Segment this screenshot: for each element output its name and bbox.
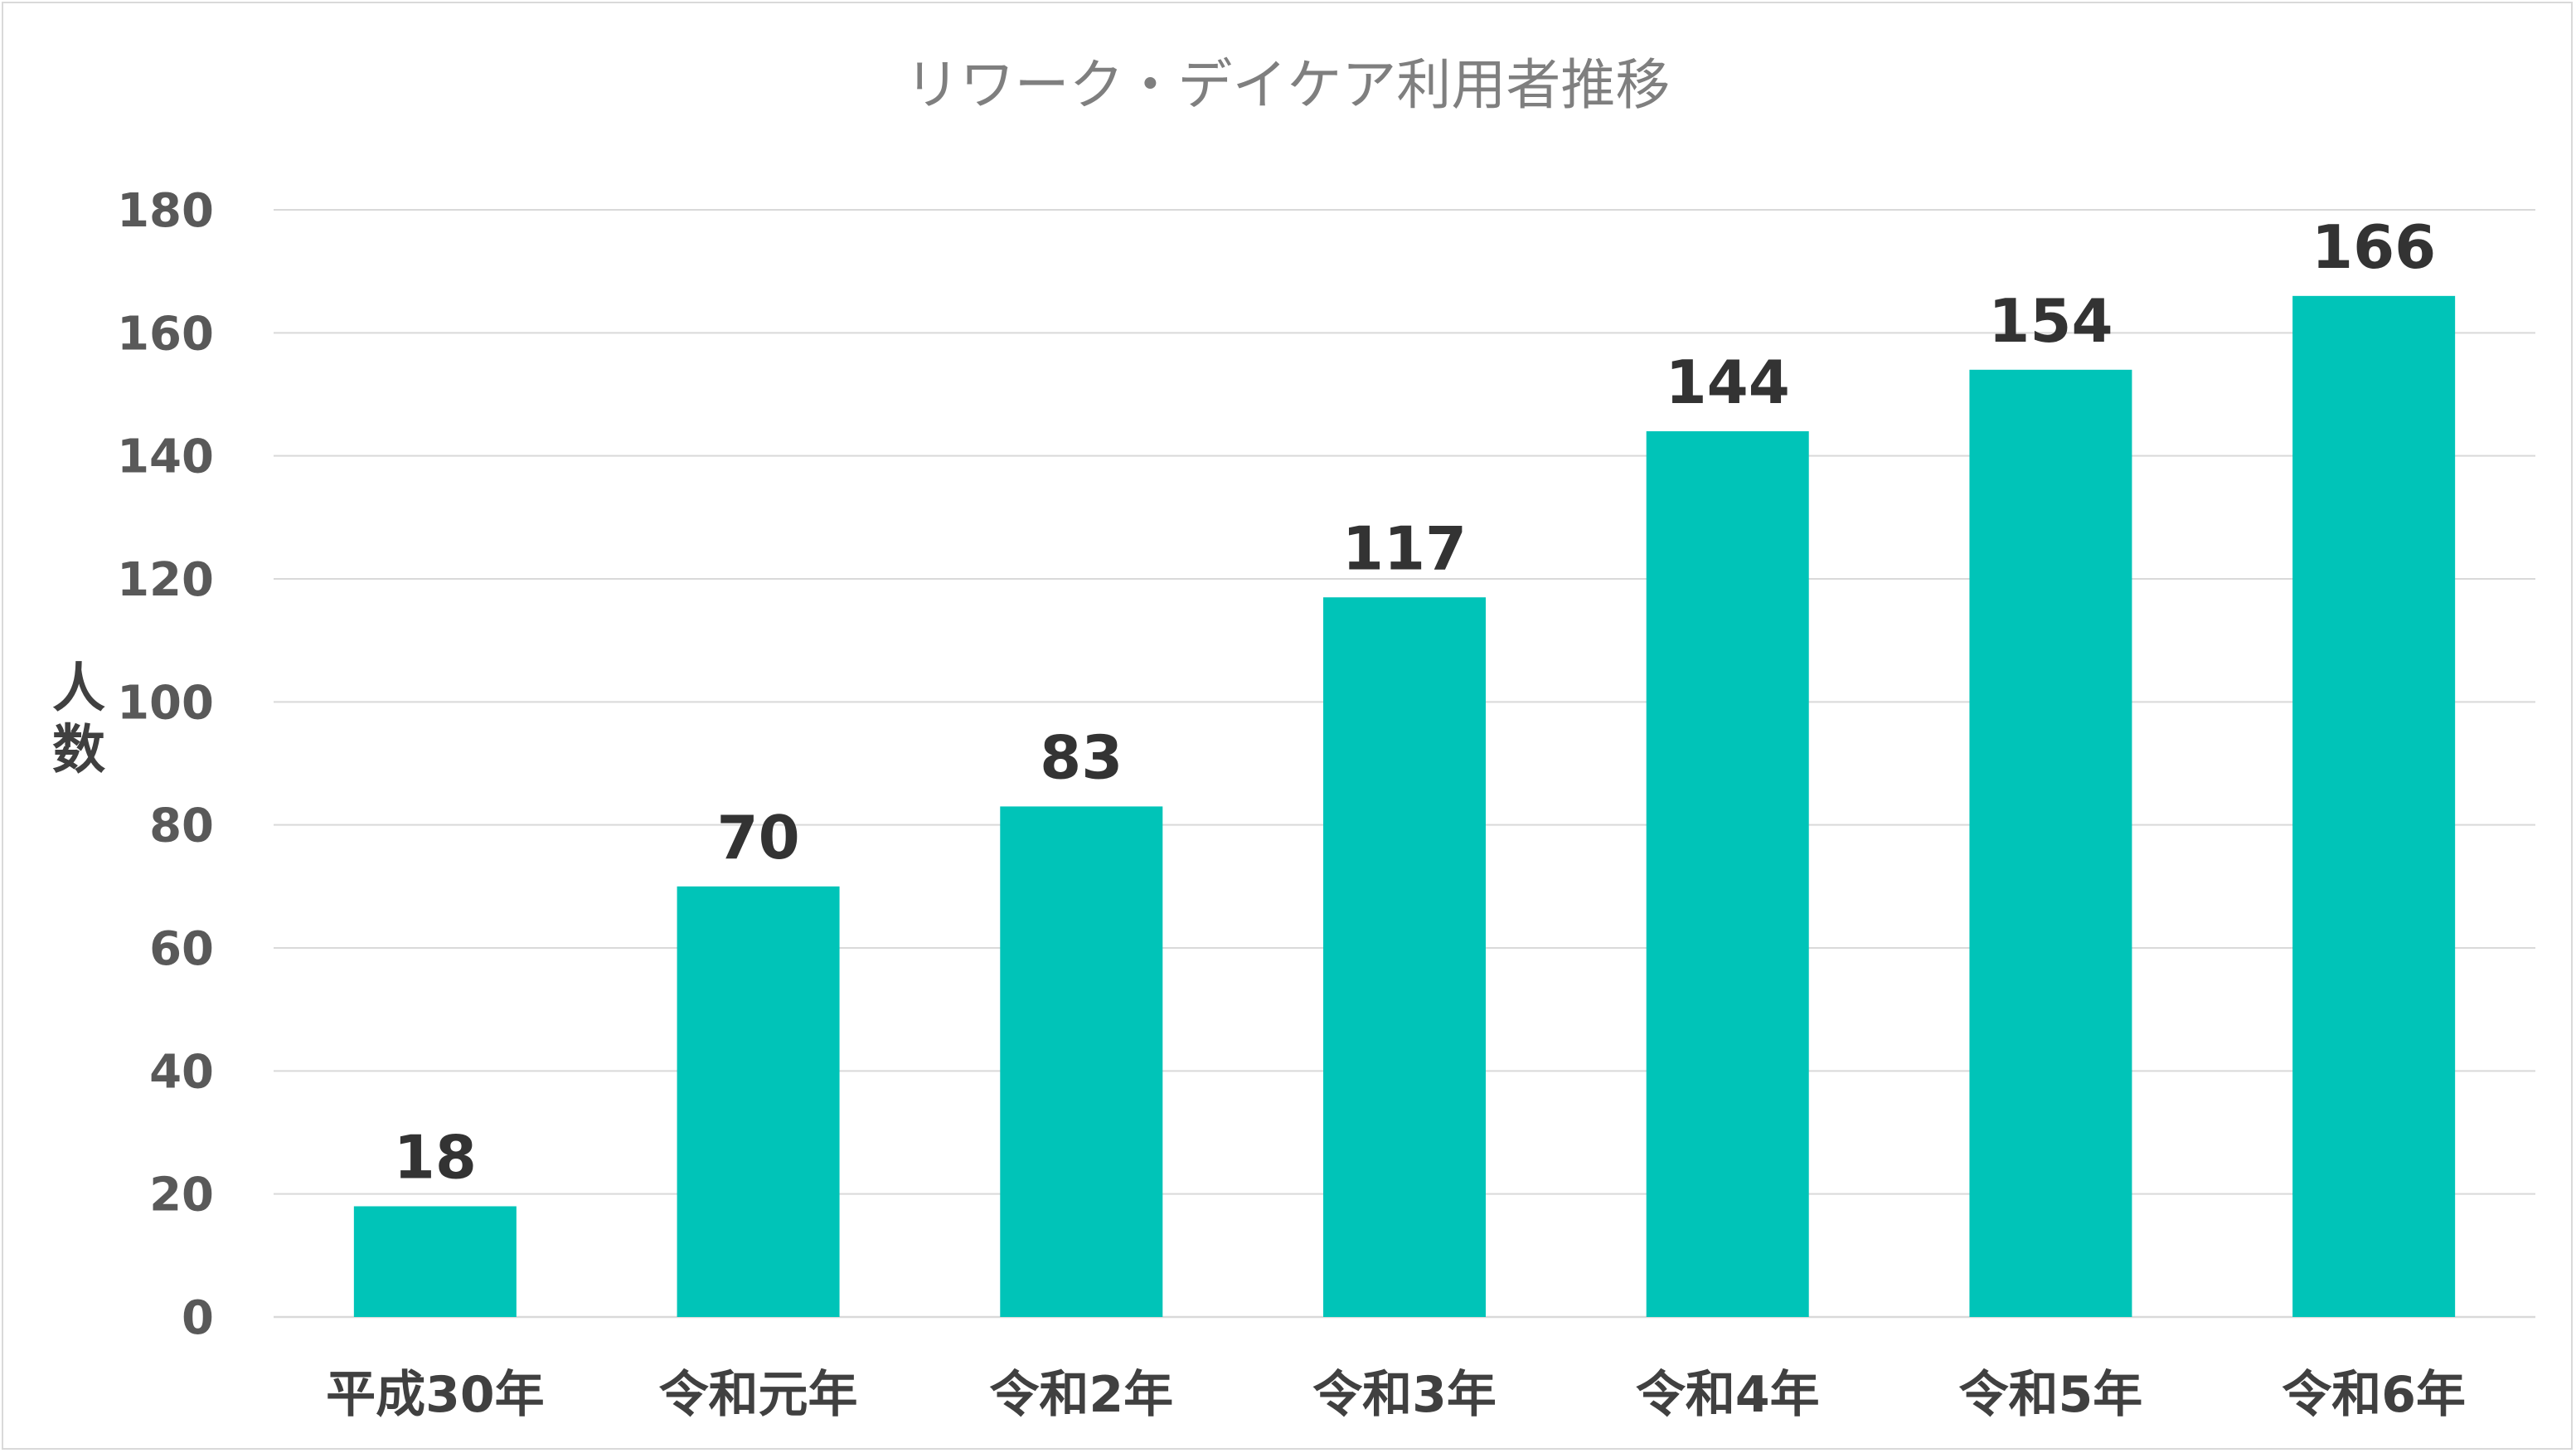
- x-tick-label: 令和4年: [1636, 1366, 1820, 1424]
- bar: [1323, 597, 1486, 1317]
- y-tick-label: 20: [149, 1169, 214, 1222]
- y-tick-label: 60: [149, 922, 214, 976]
- bar: [1969, 369, 2132, 1317]
- bar: [2292, 295, 2456, 1317]
- bar-value-label: 166: [2312, 212, 2436, 282]
- x-tick-label: 令和元年: [659, 1366, 858, 1424]
- x-tick-label: 令和5年: [1959, 1366, 2143, 1424]
- x-axis-categories: 平成30年 令和元年 令和2年 令和3年 令和4年 令和5年 令和6年: [326, 1366, 2466, 1424]
- x-tick-label: 平成30年: [326, 1366, 545, 1424]
- bar-value-label: 83: [1040, 722, 1123, 792]
- bar-value-label: 154: [1988, 286, 2113, 356]
- y-axis-ticks: 0 20 40 60 80 100 120 140 160 180: [117, 184, 214, 1345]
- x-tick-label: 令和3年: [1312, 1366, 1497, 1424]
- y-tick-label: 140: [117, 430, 214, 484]
- x-tick-label: 令和6年: [2282, 1366, 2466, 1424]
- y-axis-title: 人数: [52, 658, 105, 781]
- y-tick-label: 160: [117, 307, 214, 361]
- bar-value-label: 70: [716, 803, 799, 872]
- bar: [1646, 431, 1809, 1317]
- bar-value-label: 144: [1666, 347, 1790, 417]
- x-tick-label: 令和2年: [989, 1366, 1173, 1424]
- y-tick-label: 180: [117, 184, 214, 238]
- bar: [1000, 806, 1163, 1317]
- bar: [353, 1206, 517, 1317]
- y-tick-label: 120: [117, 553, 214, 607]
- bar-value-label: 117: [1342, 513, 1467, 583]
- y-tick-label: 80: [149, 799, 214, 853]
- bar-value-label: 18: [394, 1123, 477, 1193]
- y-tick-label: 40: [149, 1045, 214, 1099]
- y-tick-label: 100: [117, 676, 214, 730]
- y-axis-label: 人数: [52, 658, 105, 781]
- y-tick-label: 0: [182, 1291, 214, 1345]
- gridlines: [274, 209, 2535, 1319]
- data-labels: 18 70 83 117 144 154 166: [394, 212, 2437, 1193]
- bar: [677, 886, 840, 1317]
- bars: [353, 295, 2456, 1317]
- chart-title: リワーク・デイケア利用者推移: [905, 53, 1671, 117]
